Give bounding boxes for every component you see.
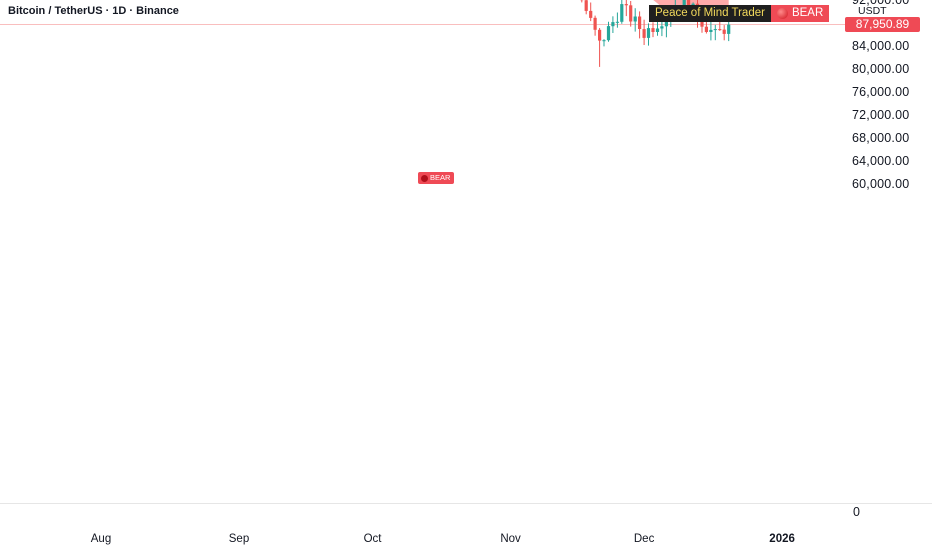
candle-bull xyxy=(646,28,651,38)
candle-bull xyxy=(633,16,637,22)
candle-bear xyxy=(598,29,602,41)
currency-label[interactable]: USDT xyxy=(858,5,887,17)
candle-bull xyxy=(727,24,731,34)
x-axis-separator xyxy=(0,503,932,504)
candle-bear xyxy=(638,16,642,29)
candle-bear xyxy=(704,26,708,32)
symbol-title[interactable]: Bitcoin / TetherUS · 1D · Binance xyxy=(8,5,179,17)
indicator-name: Peace of Mind Trader xyxy=(649,5,771,22)
time-axis-label: Aug xyxy=(90,533,112,545)
bear-signal-label: BEAR xyxy=(430,173,451,182)
price-axis-label: 92,000.00 xyxy=(852,0,910,8)
candle-bear xyxy=(589,10,593,18)
last-price-tag: 87,950.89 xyxy=(845,17,920,33)
candle-bull xyxy=(655,28,660,32)
candle-bear xyxy=(624,4,628,6)
time-axis-label: Oct xyxy=(363,533,382,545)
candle-bull xyxy=(611,22,615,27)
candle-bear xyxy=(700,20,704,27)
time-axis-label: 2026 xyxy=(769,533,795,545)
indicator-state-label: BEAR xyxy=(791,7,824,19)
candle-bear xyxy=(642,29,646,38)
candle-bull xyxy=(615,21,619,23)
red-circle-icon xyxy=(421,174,428,182)
time-axis-label: Dec xyxy=(633,533,655,545)
candle-bull xyxy=(664,19,668,27)
red-circle-icon xyxy=(776,8,788,19)
price-axis-label: 0 xyxy=(853,505,861,519)
candle-bull xyxy=(620,4,624,22)
candle-bear xyxy=(629,5,633,22)
price-axis-label: 80,000.00 xyxy=(852,62,910,77)
indicator-state: BEAR xyxy=(770,5,830,22)
time-axis-label: Sep xyxy=(228,533,250,545)
candle-bull xyxy=(713,29,717,31)
price-axis-label: 68,000.00 xyxy=(852,131,910,146)
candle-bull xyxy=(709,29,713,32)
candle-bear xyxy=(722,29,726,34)
candle-bull xyxy=(606,26,611,41)
time-axis-label: Nov xyxy=(500,533,521,545)
candle-bull xyxy=(660,26,664,29)
price-axis-label: 60,000.00 xyxy=(852,177,910,192)
candle-layer xyxy=(580,0,731,67)
price-axis-label: 72,000.00 xyxy=(852,108,910,123)
candle-bear xyxy=(593,17,597,30)
indicator-badge[interactable]: Peace of Mind Trader BEAR xyxy=(649,5,830,22)
price-axis-label: 64,000.00 xyxy=(852,154,910,169)
bear-signal-marker: BEAR xyxy=(418,172,455,184)
candle-bear xyxy=(718,29,722,31)
price-axis-label: 76,000.00 xyxy=(852,85,910,100)
candle-bear xyxy=(584,0,588,11)
candle-bull xyxy=(602,40,606,42)
candle-bear xyxy=(651,28,655,32)
price-axis-label: 84,000.00 xyxy=(852,39,910,54)
